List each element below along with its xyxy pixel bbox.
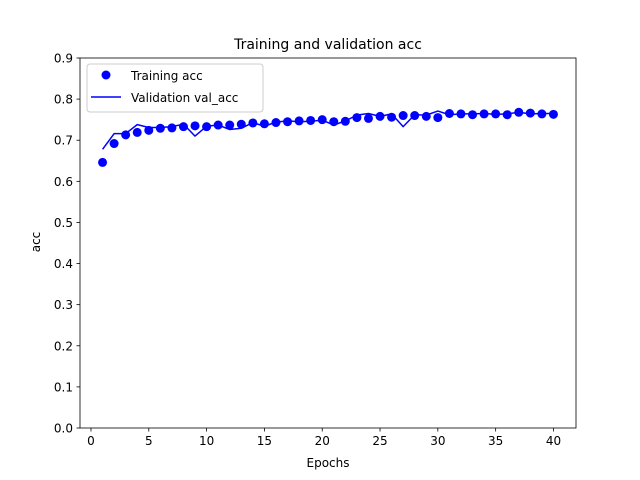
y-axis: 0.0 0.1 0.2 0.3 0.4 0.5 0.6 0.7 0.8 0.9 [54, 52, 80, 436]
legend: Training acc Validation val_acc [86, 63, 264, 113]
data-point-training-acc [433, 113, 443, 123]
y-tick-label: 0.2 [54, 339, 73, 353]
data-point-training-acc [502, 110, 512, 120]
data-point-training-acc [271, 118, 281, 128]
plot-area [79, 57, 577, 429]
y-tick-label: 0.0 [54, 422, 73, 436]
y-tick-label: 0.6 [54, 175, 73, 189]
y-tick-label: 0.9 [54, 52, 73, 66]
plot-background [80, 58, 576, 428]
data-point-training-acc [144, 125, 154, 135]
data-point-training-acc [213, 120, 223, 130]
data-point-training-acc [294, 116, 304, 126]
data-point-training-acc [317, 115, 327, 125]
legend-box [86, 63, 264, 113]
data-point-training-acc [491, 109, 501, 119]
data-point-training-acc [202, 122, 212, 132]
y-tick-label: 0.8 [54, 93, 73, 107]
data-point-training-acc [236, 119, 246, 129]
x-tick-label: 30 [430, 434, 445, 448]
data-point-training-acc [537, 109, 547, 119]
plot-border [79, 57, 577, 429]
data-point-training-acc [398, 111, 408, 121]
data-point-training-acc [329, 117, 339, 127]
x-tick-label: 25 [372, 434, 387, 448]
legend-marker-training-acc [101, 70, 111, 80]
data-point-training-acc [109, 139, 119, 149]
data-point-training-acc [132, 127, 142, 137]
data-point-training-acc [479, 109, 489, 119]
data-point-training-acc [525, 108, 535, 118]
data-point-training-acc [283, 117, 293, 127]
data-point-training-acc [248, 118, 258, 128]
data-point-training-acc [387, 112, 397, 122]
x-tick-label: 10 [199, 434, 214, 448]
x-tick-label: 5 [145, 434, 153, 448]
y-axis-label: acc [29, 232, 43, 253]
data-point-training-acc [190, 121, 200, 131]
series-line-validation-acc [101, 110, 554, 150]
series-layer [98, 107, 558, 167]
y-tick-label: 0.4 [54, 257, 73, 271]
data-point-training-acc [340, 116, 350, 126]
data-point-training-acc [178, 122, 188, 132]
data-point-training-acc [167, 123, 177, 133]
data-point-training-acc [548, 109, 558, 119]
data-point-training-acc [306, 115, 316, 125]
data-point-training-acc [352, 113, 362, 123]
legend-label-training-acc: Training acc [130, 69, 203, 83]
data-point-training-acc [444, 109, 454, 118]
x-tick-label: 0 [87, 434, 95, 448]
data-point-training-acc [468, 110, 478, 120]
data-point-training-acc [259, 119, 269, 129]
y-tick-label: 0.7 [54, 134, 73, 148]
data-point-training-acc [155, 123, 165, 133]
data-point-training-acc [98, 157, 108, 167]
data-point-training-acc [121, 130, 131, 140]
y-tick-label: 0.1 [54, 380, 73, 394]
data-point-training-acc [514, 107, 524, 117]
data-point-training-acc [410, 111, 420, 121]
x-tick-label: 20 [315, 434, 330, 448]
data-point-training-acc [456, 109, 466, 119]
x-axis-label: Epochs [307, 456, 350, 470]
y-tick-label: 0.5 [54, 216, 73, 230]
x-tick-label: 15 [257, 434, 272, 448]
chart-title: Training and validation acc [233, 37, 422, 53]
x-axis: 0 5 10 15 20 25 30 35 40 [87, 428, 561, 448]
x-tick-label: 40 [546, 434, 561, 448]
legend-label-validation-acc: Validation val_acc [131, 91, 238, 105]
data-point-training-acc [225, 120, 235, 130]
data-point-training-acc [363, 113, 373, 123]
x-tick-label: 35 [488, 434, 503, 448]
y-tick-label: 0.3 [54, 298, 73, 312]
data-point-training-acc [421, 111, 431, 121]
data-point-training-acc [375, 111, 385, 121]
